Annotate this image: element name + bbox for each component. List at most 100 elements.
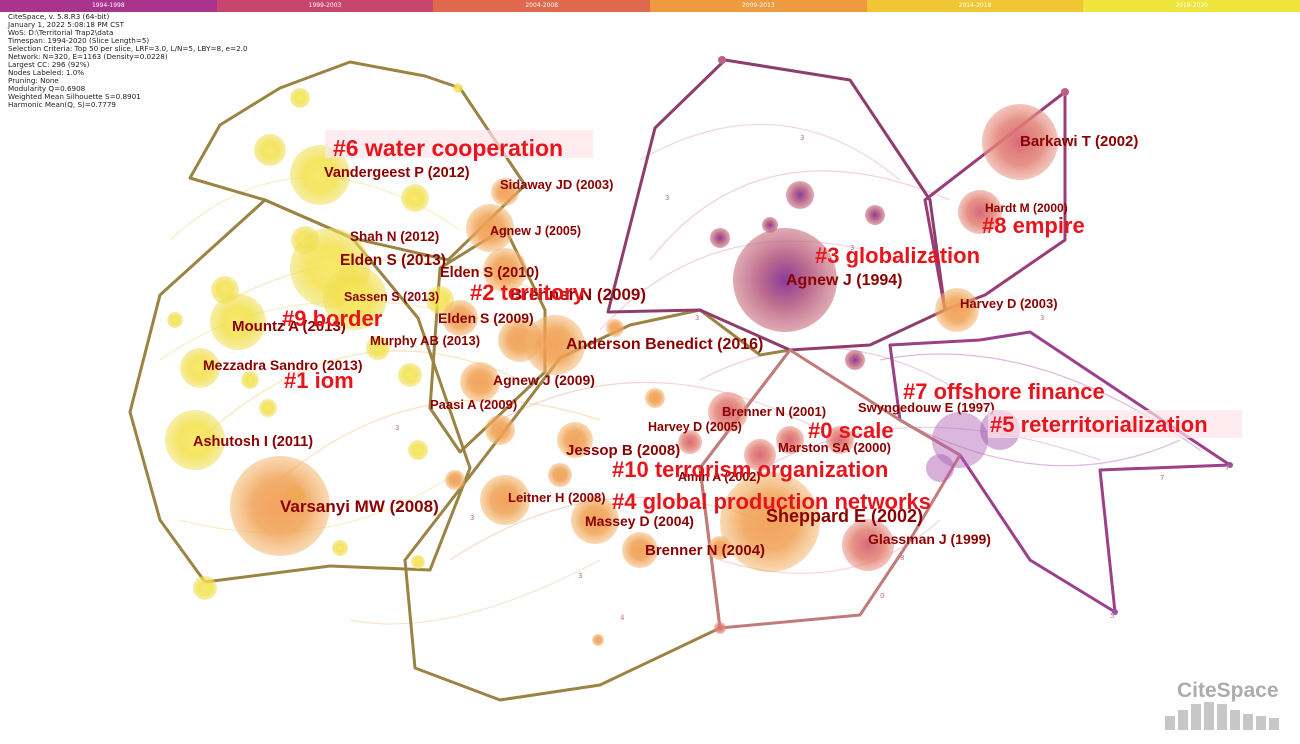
svg-text:7: 7 [1160, 474, 1164, 482]
node [211, 276, 239, 304]
node [323, 266, 387, 330]
reference-label: Harvey D (2005) [648, 420, 742, 434]
cluster-label: #8 empire [982, 213, 1085, 238]
node [762, 217, 778, 233]
cluster-labels: #6 water cooperation #2 territory #9 bor… [282, 130, 1242, 514]
node [180, 348, 220, 388]
node [776, 426, 804, 454]
reference-label: Marston SA (2000) [778, 440, 891, 455]
node [366, 336, 390, 360]
cluster-label: #3 globalization [815, 243, 980, 268]
reference-label: Swyngedouw E (1997) [858, 400, 995, 415]
svg-text:3: 3 [695, 314, 699, 322]
info-line: Largest CC: 296 (92%) [8, 60, 90, 69]
citation-nodes[interactable] [165, 56, 1233, 646]
reference-label: Harvey D (2003) [960, 296, 1058, 311]
node [453, 83, 463, 93]
svg-text:8: 8 [900, 554, 904, 562]
node [733, 228, 837, 332]
node [460, 362, 500, 402]
reference-label: Ashutosh I (2011) [193, 434, 313, 450]
reference-label: Paasi A (2009) [430, 397, 517, 412]
reference-label: Anderson Benedict (2016) [566, 336, 763, 353]
reference-label: Brenner N (2004) [645, 542, 765, 559]
hull-10-4 [403, 308, 792, 702]
node [525, 315, 585, 375]
node [865, 205, 885, 225]
timeline-segment: 1999-2003 [216, 0, 434, 12]
node [714, 622, 726, 634]
network-info-panel: CiteSpace, v. 5.8.R3 (64-bit) January 1,… [8, 13, 248, 109]
node [483, 248, 527, 292]
reference-label: Elden S (2009) [438, 310, 534, 326]
node [926, 454, 954, 482]
reference-label: Elden S (2010) [440, 265, 539, 281]
timeline-segment: 2019-2020 [1083, 0, 1300, 12]
reference-label: Agnew J (2009) [493, 372, 595, 388]
node [786, 181, 814, 209]
reference-label: Brenner N (2001) [722, 404, 826, 419]
cluster-label: #1 iom [284, 368, 354, 393]
svg-text:3: 3 [395, 424, 399, 432]
info-line: CiteSpace, v. 5.8.R3 (64-bit) [8, 12, 110, 21]
node [718, 56, 726, 64]
cluster-label: #6 water cooperation [333, 135, 563, 161]
timeline-segment: 1994-1998 [0, 0, 217, 12]
info-line: Timespan: 1994-2020 (Slice Length=5) [8, 36, 150, 45]
node [571, 496, 619, 544]
node [958, 190, 1002, 234]
node [332, 540, 348, 556]
reference-label: Sassen S (2013) [344, 290, 439, 304]
node [678, 430, 702, 454]
reference-label: Hardt M (2000) [985, 201, 1068, 215]
cluster-label: #0 scale [808, 418, 894, 443]
reference-label: Vandergeest P (2012) [324, 165, 470, 181]
svg-text:7: 7 [1225, 464, 1229, 472]
cluster-label: #9 border [282, 306, 383, 331]
node [165, 410, 225, 470]
reference-label: Mezzadra Sandro (2013) [203, 357, 363, 373]
cluster-label: #10 terrorism organization [612, 457, 888, 482]
node [592, 634, 604, 646]
node [290, 145, 350, 205]
timeline-segment: 2014-2018 [866, 0, 1084, 12]
node [557, 422, 593, 458]
reference-label: Jessop B (2008) [566, 442, 680, 459]
hull-0 [698, 348, 962, 630]
node [606, 319, 624, 337]
node [408, 440, 428, 460]
node [932, 412, 988, 468]
node [401, 184, 429, 212]
node [622, 532, 658, 568]
reference-label: Glassman J (1999) [868, 531, 991, 547]
reference-label: Amin A (2002) [678, 470, 760, 484]
node [230, 456, 330, 556]
node [254, 134, 286, 166]
node [241, 371, 259, 389]
hull-3 [606, 58, 947, 352]
node [1061, 88, 1069, 96]
citespace-logo: CiteSpace [1165, 679, 1279, 730]
timeline-segment: 2004-2008 [433, 0, 651, 12]
svg-text:3: 3 [1040, 314, 1044, 322]
node [935, 288, 979, 332]
reference-label: Brenner N (2009) [510, 285, 646, 304]
node [442, 300, 478, 336]
svg-text:3: 3 [800, 134, 804, 142]
reference-label: Varsanyi MW (2008) [280, 497, 439, 516]
svg-text:3: 3 [665, 194, 669, 202]
timeline-segment: 2009-2013 [650, 0, 867, 12]
node [744, 439, 776, 471]
node [466, 204, 514, 252]
node [445, 470, 465, 490]
svg-text:3: 3 [850, 244, 854, 252]
hull-9-1 [128, 198, 472, 584]
info-line: Modularity Q=0.6908 [8, 84, 86, 93]
hull-8 [923, 90, 1067, 312]
reference-label: Sidaway JD (2003) [500, 177, 613, 192]
svg-text:CiteSpace: CiteSpace [1177, 679, 1279, 702]
reference-labels: Vandergeest P (2012) Sidaway JD (2003) S… [193, 133, 1138, 559]
node [485, 415, 515, 445]
node [398, 363, 422, 387]
